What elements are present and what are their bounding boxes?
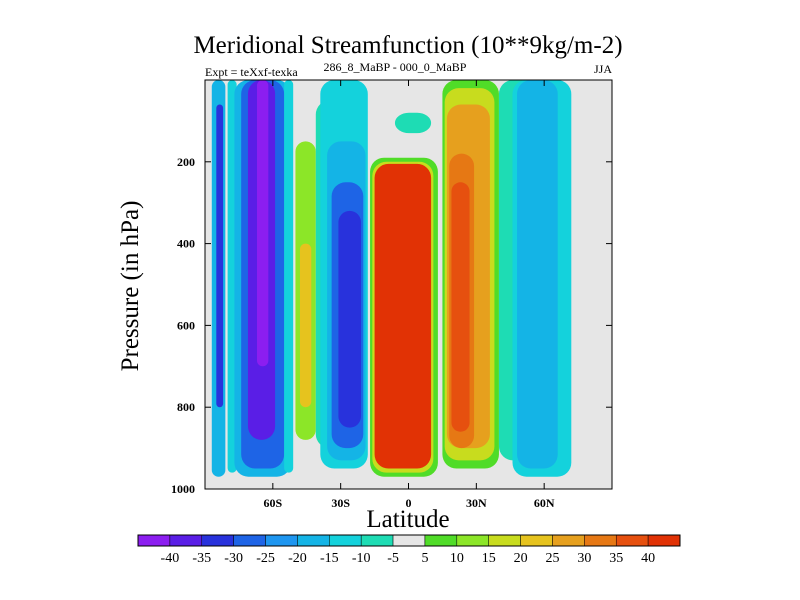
colorbar-label: -35 <box>192 551 211 566</box>
colorbar-frame <box>137 534 681 547</box>
chart-title: Meridional Streamfunction (10**9kg/m-2) <box>193 32 622 59</box>
colorbar-label: 5 <box>421 551 428 566</box>
y-tick-label: 600 <box>177 318 195 332</box>
contour-band <box>257 80 269 367</box>
subtitle-center: 286_8_MaBP - 000_0_MaBP <box>324 60 467 74</box>
subtitle-left: Expt = teXxf-texka <box>205 65 298 79</box>
x-tick-label: 30N <box>466 496 487 510</box>
y-axis-label: Pressure (in hPa) <box>117 201 144 372</box>
colorbar-label: 25 <box>545 551 559 566</box>
contour-band <box>338 210 362 428</box>
contour-band <box>517 80 558 469</box>
colorbar-swatch <box>552 534 585 547</box>
colorbar-swatch <box>201 534 234 547</box>
colorbar-label: -40 <box>161 551 180 566</box>
y-tick-label: 1000 <box>171 482 195 496</box>
x-tick-label: 0 <box>406 496 412 510</box>
colorbar-swatch <box>615 534 649 547</box>
colorbar-label: -20 <box>288 551 307 566</box>
colorbar-label: -10 <box>352 551 371 566</box>
colorbar-swatch <box>647 534 681 547</box>
colorbar-label: 20 <box>514 551 528 566</box>
colorbar-label: 10 <box>450 551 464 566</box>
colorbar-swatch <box>360 534 394 547</box>
colorbar-label: 40 <box>641 551 655 566</box>
y-tick-label: 400 <box>177 237 195 251</box>
contour-band <box>451 182 470 432</box>
colorbar-label: 15 <box>482 551 496 566</box>
x-axis-label: Latitude <box>366 506 449 533</box>
contour-band <box>284 80 294 473</box>
subtitle-right: JJA <box>594 62 612 76</box>
colorbar-label: 35 <box>609 551 623 566</box>
colorbar-swatch <box>169 534 203 547</box>
x-tick-label: 30S <box>331 496 350 510</box>
contour-band <box>299 243 312 408</box>
contour-band <box>394 112 432 134</box>
colorbar-label: -15 <box>320 551 339 566</box>
colorbar-swatch <box>297 534 330 547</box>
colorbar-swatch <box>456 534 489 547</box>
colorbar-swatch <box>392 534 426 547</box>
x-tick-label: 60N <box>534 496 555 510</box>
colorbar-swatch <box>424 534 458 547</box>
colorbar-label: -30 <box>224 551 243 566</box>
y-tick-label: 800 <box>177 400 195 414</box>
x-tick-label: 60S <box>263 496 282 510</box>
contour-band <box>374 163 432 469</box>
colorbar-swatch <box>584 534 617 547</box>
colorbar-swatch <box>520 534 553 547</box>
colorbar-label: 30 <box>577 551 591 566</box>
colorbar-label: -25 <box>256 551 275 566</box>
colorbar-swatch <box>233 534 266 547</box>
colorbar-swatch <box>488 534 521 547</box>
colorbar-label: -5 <box>387 551 399 566</box>
colorbar-swatch <box>137 534 171 547</box>
colorbar-swatch <box>265 534 298 547</box>
colorbar-swatch <box>329 534 362 547</box>
contour-band <box>216 104 224 408</box>
y-tick-label: 200 <box>177 155 195 169</box>
